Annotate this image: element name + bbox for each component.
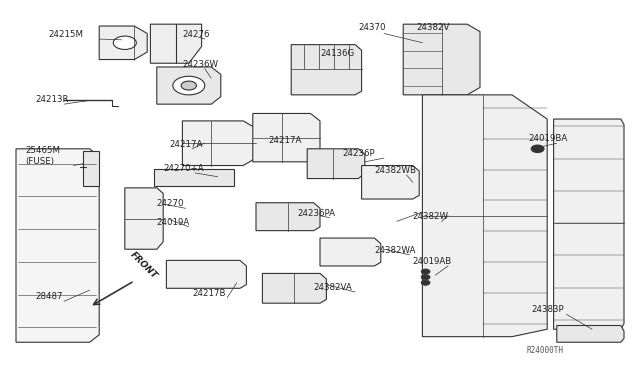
Polygon shape bbox=[157, 67, 221, 104]
Text: 24382WA: 24382WA bbox=[374, 246, 416, 255]
Text: 24370: 24370 bbox=[358, 23, 386, 32]
Polygon shape bbox=[291, 45, 362, 95]
Text: 24213R: 24213R bbox=[35, 95, 68, 104]
Polygon shape bbox=[166, 260, 246, 288]
Polygon shape bbox=[256, 203, 320, 231]
Polygon shape bbox=[83, 151, 99, 186]
Text: 24215M: 24215M bbox=[48, 30, 83, 39]
Polygon shape bbox=[320, 238, 381, 266]
Polygon shape bbox=[150, 24, 202, 63]
Text: 28487: 28487 bbox=[35, 292, 63, 301]
Text: FRONT: FRONT bbox=[128, 250, 159, 281]
Text: 24217A: 24217A bbox=[170, 140, 203, 149]
Text: 24382VA: 24382VA bbox=[314, 283, 353, 292]
Circle shape bbox=[173, 76, 205, 95]
Polygon shape bbox=[557, 326, 624, 342]
Text: 24382V: 24382V bbox=[416, 23, 449, 32]
Text: 24236W: 24236W bbox=[182, 60, 218, 69]
Polygon shape bbox=[125, 188, 163, 249]
Text: 24236PA: 24236PA bbox=[298, 209, 335, 218]
Circle shape bbox=[421, 269, 430, 274]
Circle shape bbox=[421, 275, 430, 280]
Text: 24236P: 24236P bbox=[342, 149, 375, 158]
Polygon shape bbox=[307, 149, 365, 179]
Circle shape bbox=[421, 280, 430, 285]
Polygon shape bbox=[154, 169, 234, 186]
Text: 24136G: 24136G bbox=[320, 49, 355, 58]
Polygon shape bbox=[253, 113, 320, 162]
Text: 24217B: 24217B bbox=[192, 289, 225, 298]
Text: 24382WB: 24382WB bbox=[374, 166, 417, 175]
Text: 24019AB: 24019AB bbox=[413, 257, 452, 266]
Text: 24276: 24276 bbox=[182, 30, 210, 39]
Text: 24019A: 24019A bbox=[157, 218, 190, 227]
Polygon shape bbox=[403, 24, 480, 95]
Circle shape bbox=[181, 81, 196, 90]
Polygon shape bbox=[262, 273, 326, 303]
Circle shape bbox=[113, 36, 136, 49]
Polygon shape bbox=[554, 119, 624, 329]
Text: 24270: 24270 bbox=[157, 199, 184, 208]
Polygon shape bbox=[99, 26, 147, 60]
Polygon shape bbox=[362, 166, 419, 199]
Polygon shape bbox=[422, 95, 547, 337]
Text: 24383P: 24383P bbox=[531, 305, 564, 314]
Text: 24270+A: 24270+A bbox=[163, 164, 204, 173]
Text: 24382W: 24382W bbox=[413, 212, 449, 221]
Polygon shape bbox=[16, 149, 99, 342]
Circle shape bbox=[531, 145, 544, 153]
Polygon shape bbox=[182, 121, 256, 166]
Text: 24019BA: 24019BA bbox=[528, 134, 567, 143]
Text: 25465M
(FUSE): 25465M (FUSE) bbox=[26, 146, 61, 166]
Text: R24000TH: R24000TH bbox=[526, 346, 563, 355]
Text: 24217A: 24217A bbox=[269, 136, 302, 145]
